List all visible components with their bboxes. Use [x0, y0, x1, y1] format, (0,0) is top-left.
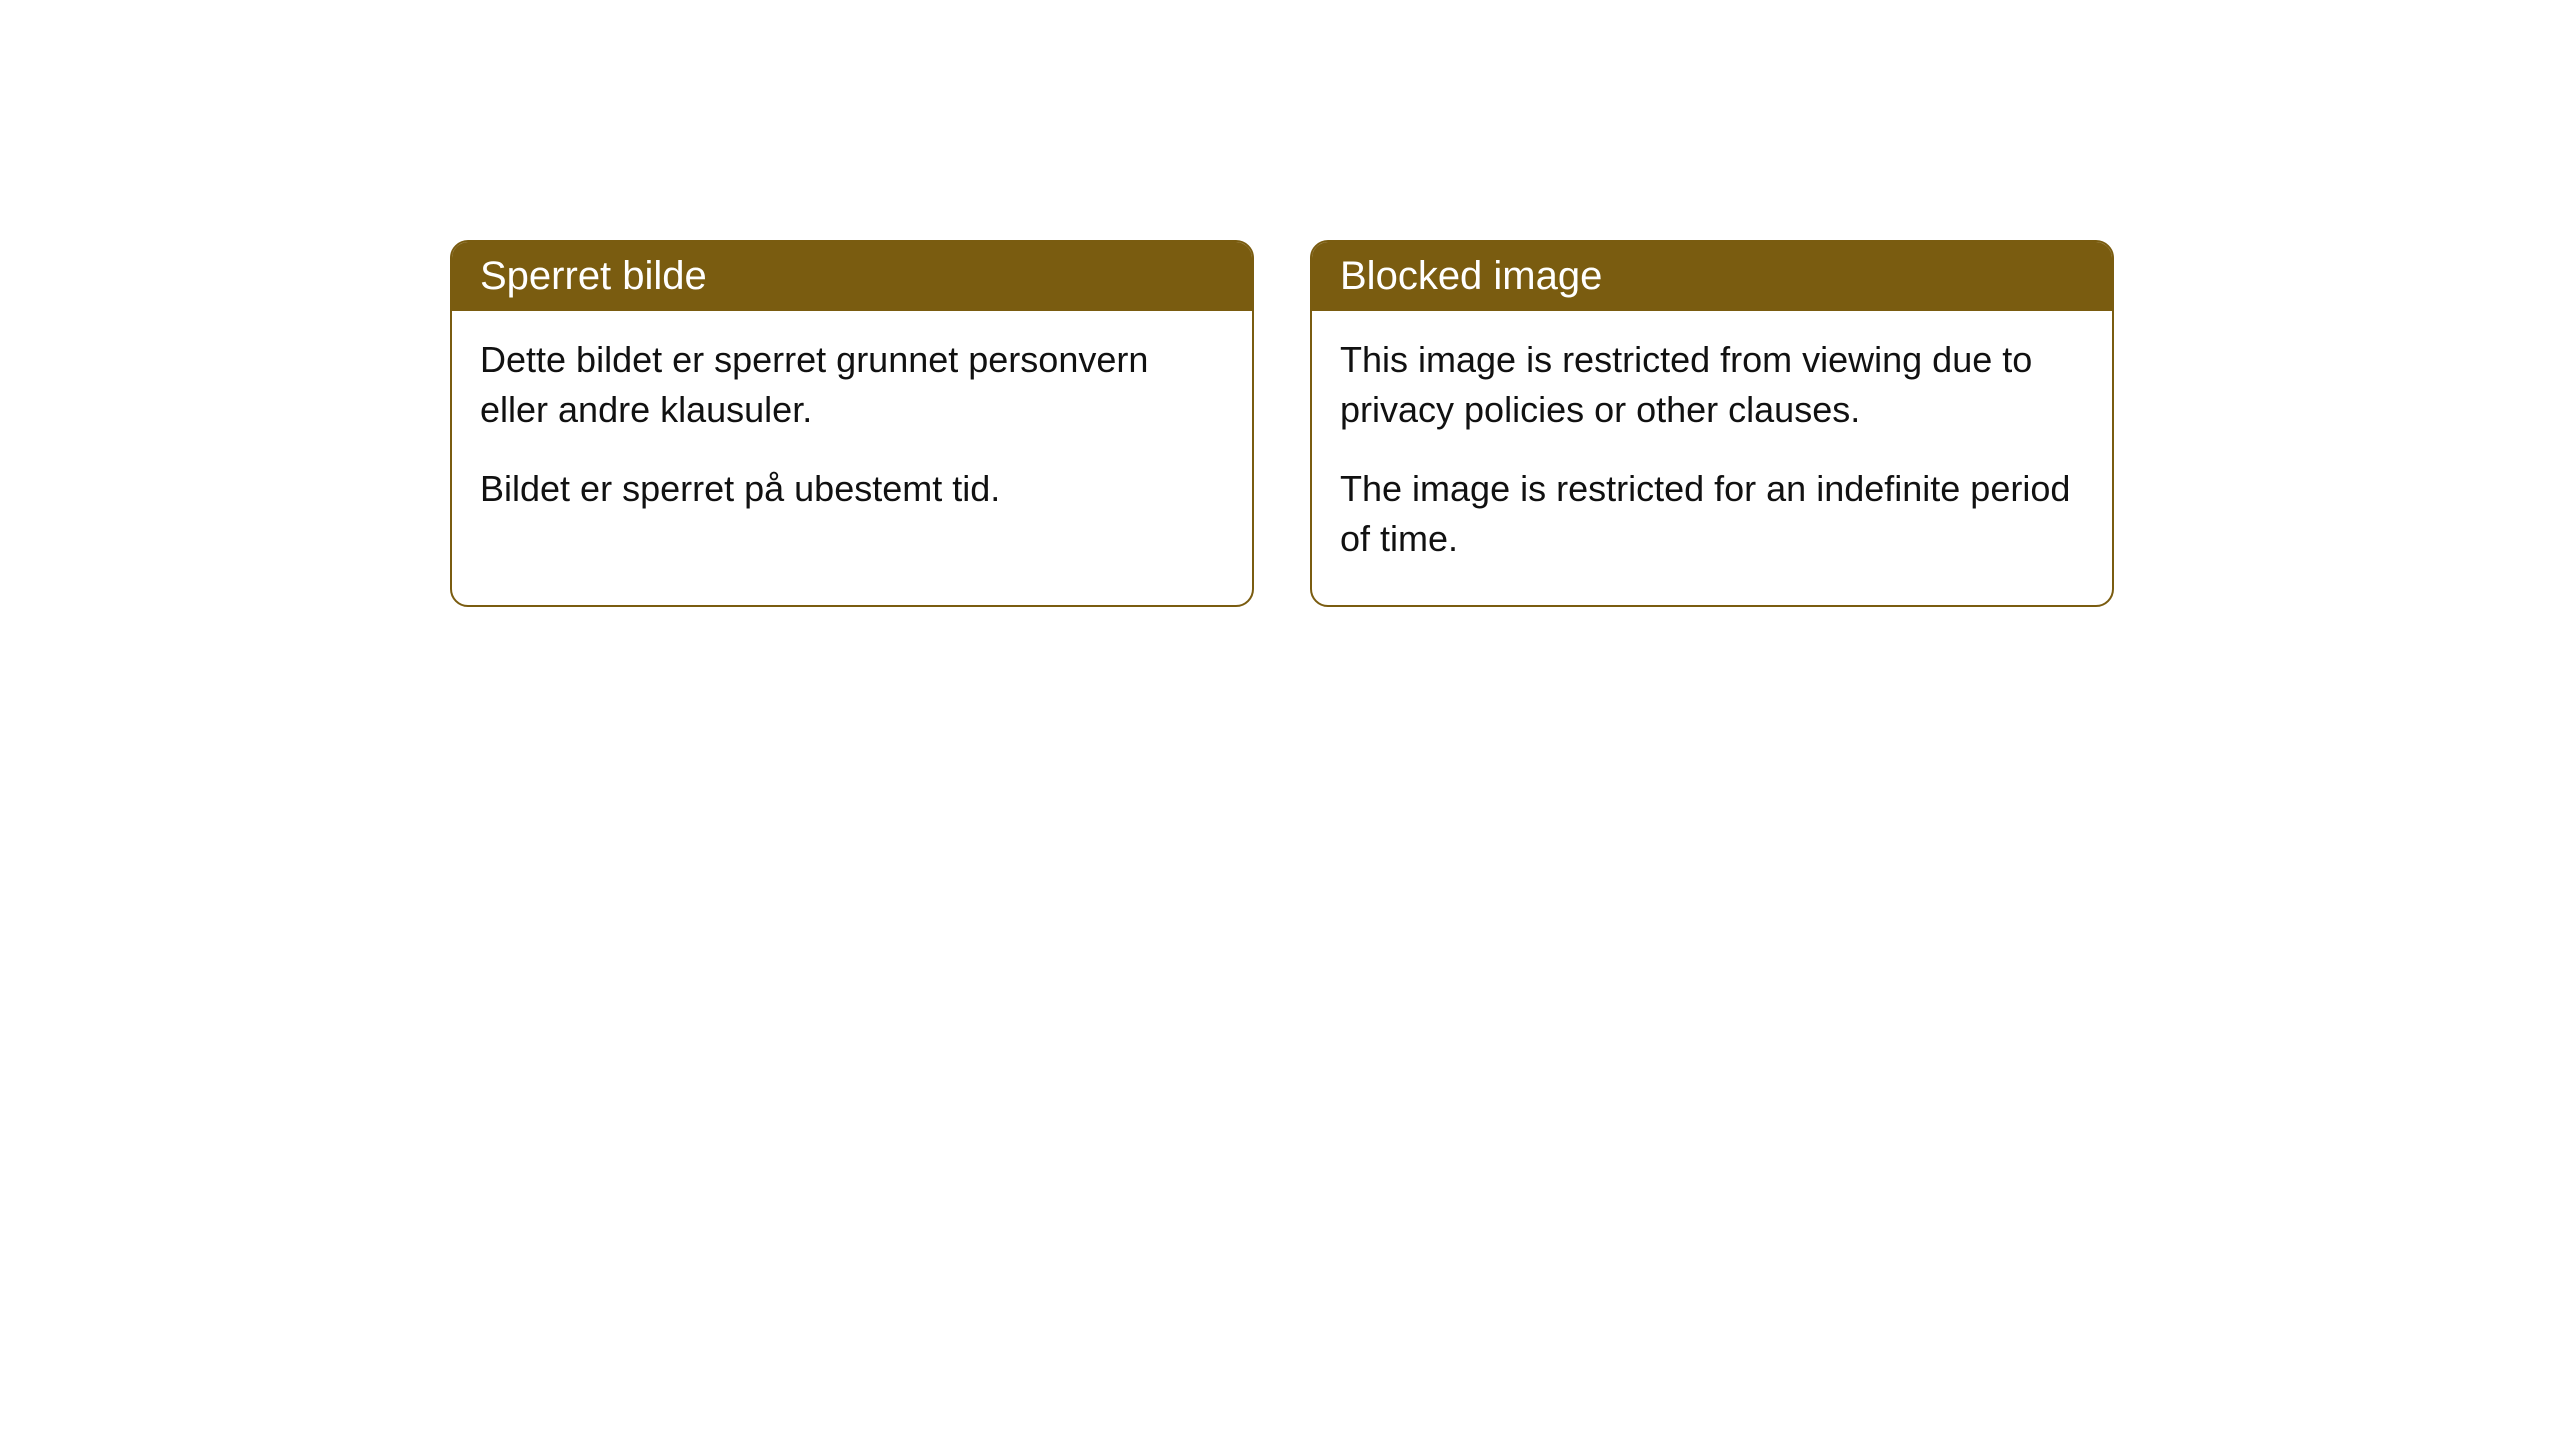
- card-paragraph: Dette bildet er sperret grunnet personve…: [480, 335, 1224, 436]
- card-body: This image is restricted from viewing du…: [1312, 311, 2112, 605]
- card-title: Blocked image: [1340, 254, 1602, 298]
- card-paragraph: The image is restricted for an indefinit…: [1340, 464, 2084, 565]
- notice-cards-container: Sperret bilde Dette bildet er sperret gr…: [450, 240, 2114, 607]
- card-title: Sperret bilde: [480, 254, 707, 298]
- card-header: Blocked image: [1312, 242, 2112, 311]
- card-paragraph: This image is restricted from viewing du…: [1340, 335, 2084, 436]
- blocked-image-card-english: Blocked image This image is restricted f…: [1310, 240, 2114, 607]
- blocked-image-card-norwegian: Sperret bilde Dette bildet er sperret gr…: [450, 240, 1254, 607]
- card-header: Sperret bilde: [452, 242, 1252, 311]
- card-paragraph: Bildet er sperret på ubestemt tid.: [480, 464, 1224, 514]
- card-body: Dette bildet er sperret grunnet personve…: [452, 311, 1252, 554]
